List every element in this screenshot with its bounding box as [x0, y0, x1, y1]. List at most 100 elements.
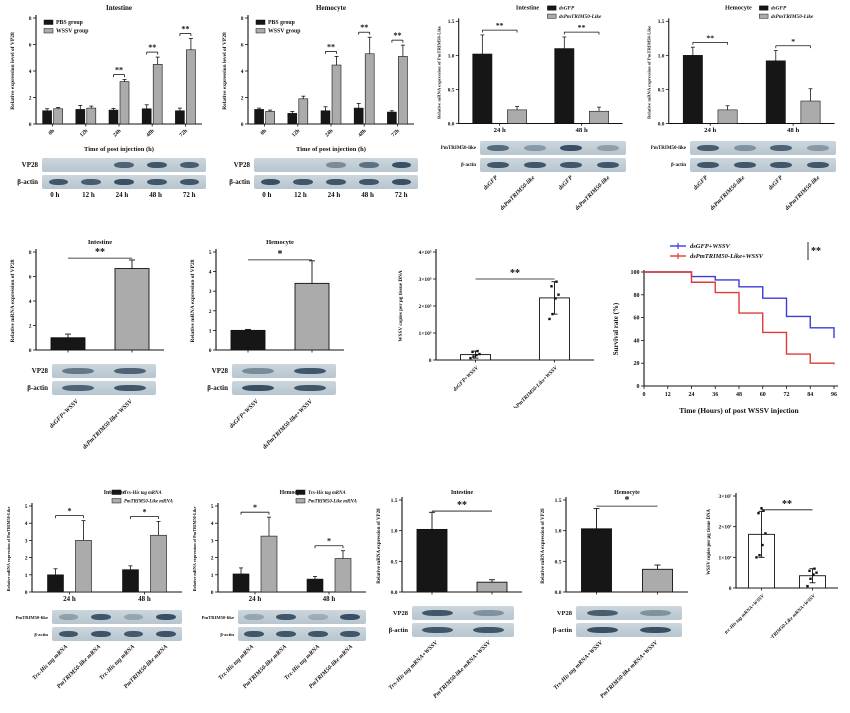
y-tick-label: 2 — [241, 96, 244, 102]
bar — [232, 573, 250, 593]
y-tick-label: 1.0 — [391, 529, 398, 535]
blot-strip — [238, 610, 366, 624]
blot-band — [586, 610, 619, 616]
lane-labels: dsGFP dsPmTRIM50-like dsGFP dsPmTRIM50-like — [640, 172, 846, 232]
survival-curve — [644, 271, 835, 339]
legend-swatch — [759, 13, 769, 19]
bar — [364, 53, 375, 125]
y-tick-label: 6 — [29, 43, 32, 49]
blot-strip — [52, 364, 156, 378]
x-tick-label: 60 — [760, 392, 766, 398]
x-tick-label: dsGFP+WSSV — [452, 365, 480, 393]
western-blot: PmTRIM50-like β-actin — [640, 141, 836, 172]
blot-row: β-actin — [4, 627, 182, 641]
blot-row-label: β-actin — [552, 626, 572, 634]
legend-label: PBS group — [56, 20, 83, 26]
y-tick-label: 6 — [241, 43, 244, 49]
bar — [554, 48, 575, 124]
bar — [119, 81, 130, 125]
bar — [50, 337, 86, 351]
data-point — [808, 569, 811, 573]
y-tick-label: 4×10⁵ — [418, 250, 431, 256]
y-tick-label: 0 — [29, 122, 32, 128]
y-tick-label: 20 — [634, 361, 640, 367]
legend-label: WSSV group — [56, 29, 89, 35]
bar — [581, 528, 612, 593]
lane-label: 48 h — [361, 191, 374, 199]
panel-hemocyte-vp28-knockdown: 0 1 2 3 4 5 Hemocyte Relative mRNA expression o… — [186, 236, 358, 480]
significance-label: ** — [115, 66, 123, 75]
blot-row-label: PmTRIM50-like — [440, 145, 476, 151]
significance-label: ** — [148, 43, 156, 52]
blot-band — [123, 614, 143, 620]
bar — [642, 568, 673, 593]
blot-band — [770, 145, 793, 151]
y-tick-label: 5 — [209, 250, 212, 256]
x-tick-label: dsPmTRIM50-Like+WSSV — [512, 365, 559, 408]
bar — [472, 53, 493, 124]
blot-band — [487, 162, 510, 168]
significance-label: * — [68, 507, 72, 516]
panel-title: Hemocyte — [316, 4, 346, 12]
western-blot: PmTRIM50-like β-actin — [430, 141, 626, 172]
blot-band — [123, 631, 143, 637]
chart-intestine-vp28-knockdown: 0 2 4 6 8 Intestine Relative mRNA expression o… — [10, 239, 164, 354]
bar — [75, 540, 92, 593]
significance-label: ** — [393, 31, 401, 40]
blot-band — [91, 631, 111, 637]
panel-intestine-vp28-overexpression: 0.0 0.5 1.0 1.5 Intestine Relative mRNA expre… — [372, 486, 532, 713]
y-tick-label: 1.0 — [658, 53, 665, 59]
x-tick-label: 72 — [784, 392, 790, 398]
y-tick-label: 0 — [25, 590, 28, 596]
lane-label: 0 h — [262, 191, 272, 199]
data-point — [762, 509, 765, 512]
blot-band — [242, 385, 274, 391]
y-tick-label: 8 — [29, 16, 32, 22]
western-blot: VP28 β-actin — [190, 364, 336, 395]
data-point — [760, 507, 763, 510]
blot-strip — [42, 175, 206, 189]
bar — [331, 64, 342, 125]
significance-label: ** — [181, 25, 189, 34]
blot-band — [340, 614, 360, 620]
blot-band — [244, 614, 264, 620]
significance-label: * — [143, 507, 147, 516]
x-tick-label: 96 — [831, 392, 837, 398]
blot-strip — [52, 610, 182, 624]
blot-row-label: β-actin — [27, 384, 48, 392]
chart-survival-curve: 0 20 40 60 80 100 0 12 24 36 48 60 72 84 96 Survival ra… — [612, 242, 838, 415]
panel-intestine-vp28-timecourse: 0 2 4 6 8 Intestine Relative expression level … — [6, 2, 212, 232]
significance-label: ** — [510, 268, 520, 279]
blot-band — [473, 610, 504, 616]
panel-title: Hemocyte — [280, 490, 305, 496]
blot-strip — [576, 623, 682, 637]
y-tick-label: 1.5 — [555, 498, 562, 504]
bar — [306, 578, 324, 593]
blot-row-label: β-actin — [220, 631, 234, 637]
y-tick-label: 40 — [634, 338, 640, 344]
x-tick-label: 24 — [689, 392, 695, 398]
blot-row: β-actin — [374, 623, 514, 637]
y-tick-label: 2 — [29, 96, 32, 102]
legend-label: PBS group — [268, 20, 295, 26]
blot-band — [560, 162, 583, 168]
y-tick-label: 0.0 — [391, 590, 398, 596]
y-tick-label: 1×10⁷ — [718, 555, 731, 561]
bar — [765, 60, 786, 124]
y-axis-label: Relative mRNA expression of PmTRIM50-Lik… — [436, 26, 441, 119]
x-tick-label: 24h — [324, 128, 334, 138]
blot-band — [260, 179, 281, 185]
blot-row-label: β-actin — [207, 384, 228, 392]
blot-strip — [690, 141, 836, 155]
legend-label: Trx-His tag mRNA — [124, 491, 162, 496]
chart-hemocyte-overexpression: 0 1 2 3 4 5 Hemocyte Relative mRNA expression o… — [192, 489, 366, 603]
chart-intestine-knockdown-efficiency: 0.0 0.5 1.0 1.5 Intestine Relative mRNA expre… — [436, 5, 623, 134]
blot-row: VP28 — [220, 158, 418, 172]
legend-label: dsGFP — [559, 6, 575, 12]
blot-row-label: β-actin — [229, 178, 250, 186]
blot-strip — [690, 158, 836, 172]
panel-title: Hemocyte — [614, 490, 640, 496]
blot-row: VP28 — [538, 606, 682, 620]
blot-row: β-actin — [640, 158, 836, 172]
lane-label: 24 h — [115, 191, 129, 199]
